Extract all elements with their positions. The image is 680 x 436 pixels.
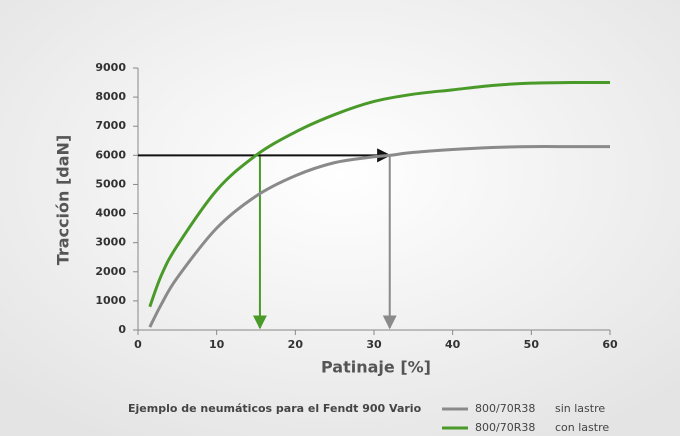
y-tick-label: 8000 — [95, 90, 126, 103]
y-tick-label: 5000 — [95, 177, 126, 190]
x-tick-label: 20 — [288, 338, 304, 351]
y-tick-label: 4000 — [95, 207, 126, 220]
legend-label: 800/70R38 — [475, 402, 535, 415]
x-tick-label: 60 — [602, 338, 618, 351]
x-tick-label: 50 — [524, 338, 540, 351]
legend-sublabel: sin lastre — [555, 402, 605, 415]
y-tick-label: 0 — [118, 323, 126, 336]
x-tick-label: 30 — [366, 338, 382, 351]
legend-caption: Ejemplo de neumáticos para el Fendt 900 … — [128, 402, 422, 415]
series-line — [148, 81, 611, 308]
legend-label: 800/70R38 — [475, 421, 535, 434]
y-tick-label: 7000 — [95, 119, 126, 132]
y-tick-label: 9000 — [95, 61, 126, 74]
x-tick-label: 40 — [445, 338, 461, 351]
y-tick-label: 6000 — [95, 148, 126, 161]
legend-sublabel: con lastre — [555, 421, 609, 434]
y-tick-label: 2000 — [95, 265, 126, 278]
x-tick-label: 10 — [209, 338, 225, 351]
y-tick-label: 3000 — [95, 236, 126, 249]
x-axis-title: Patinaje [%] — [321, 358, 431, 377]
x-tick-label: 0 — [134, 338, 142, 351]
y-axis-title: Tracción [daN] — [54, 135, 73, 266]
y-tick-label: 1000 — [95, 294, 126, 307]
series-line — [148, 145, 610, 328]
